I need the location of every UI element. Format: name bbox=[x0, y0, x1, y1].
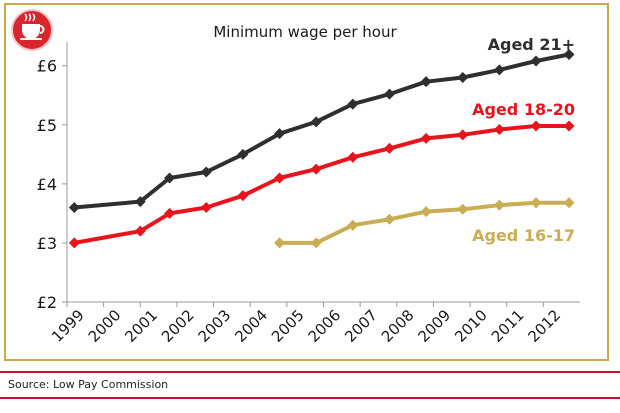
y-tick-label: £4 bbox=[37, 175, 57, 194]
source-rule-top bbox=[0, 371, 620, 373]
data-point-marker bbox=[493, 64, 505, 76]
y-tick-label: £2 bbox=[37, 293, 57, 312]
chart-title: Minimum wage per hour bbox=[213, 23, 397, 41]
coffee-cup-glyph bbox=[20, 13, 45, 40]
y-tick-label: £5 bbox=[37, 116, 57, 135]
data-point-marker bbox=[383, 142, 395, 154]
data-point-marker bbox=[457, 129, 469, 141]
data-point-marker bbox=[310, 116, 322, 128]
x-axis-ticks: 1999200020012002200320042005200620072008… bbox=[48, 302, 564, 346]
x-tick-label: 2010 bbox=[451, 306, 491, 346]
data-point-marker bbox=[164, 207, 176, 219]
line-chart: Minimum wage per hour £2£3£4£5£6 1999200… bbox=[37, 23, 580, 346]
data-point-marker bbox=[530, 197, 542, 209]
x-tick-label: 2007 bbox=[341, 306, 381, 346]
data-point-marker bbox=[134, 225, 146, 237]
y-tick-label: £3 bbox=[37, 234, 57, 253]
y-axis-ticks: £2 £3 £4 £5 £6 bbox=[37, 57, 67, 312]
data-point-marker bbox=[200, 166, 212, 178]
x-tick-label: 2006 bbox=[305, 306, 345, 346]
x-tick-label: 2001 bbox=[121, 306, 161, 346]
x-tick-label: 2003 bbox=[195, 306, 235, 346]
data-point-marker bbox=[563, 48, 575, 60]
x-tick-label: 2000 bbox=[85, 306, 125, 346]
series-2: Aged 18-20 bbox=[68, 100, 575, 249]
source-rule-bottom bbox=[0, 397, 620, 399]
data-point-marker bbox=[563, 120, 575, 132]
data-point-marker bbox=[347, 151, 359, 163]
data-point-marker bbox=[493, 199, 505, 211]
series-label: Aged 16-17 bbox=[472, 226, 575, 245]
coffee-cup-icon bbox=[11, 9, 53, 51]
data-point-marker bbox=[563, 197, 575, 209]
series-1: Aged 21+ bbox=[68, 35, 575, 213]
data-point-marker bbox=[237, 190, 249, 202]
x-tick-label: 2008 bbox=[378, 306, 418, 346]
data-point-marker bbox=[457, 203, 469, 215]
x-tick-label: 2002 bbox=[158, 306, 198, 346]
x-tick-label: 2011 bbox=[488, 306, 528, 346]
data-point-marker bbox=[134, 196, 146, 208]
x-tick-label: 2004 bbox=[231, 306, 271, 346]
data-point-marker bbox=[310, 163, 322, 175]
data-point-marker bbox=[310, 237, 322, 249]
data-point-marker bbox=[347, 98, 359, 110]
series-label: Aged 21+ bbox=[488, 35, 575, 54]
x-tick-label: 2005 bbox=[268, 306, 308, 346]
data-point-marker bbox=[493, 124, 505, 136]
data-point-marker bbox=[530, 55, 542, 67]
data-point-marker bbox=[274, 237, 286, 249]
data-point-marker bbox=[68, 201, 80, 213]
data-point-marker bbox=[347, 219, 359, 231]
series-3: Aged 16-17 bbox=[274, 197, 575, 249]
x-tick-label: 2012 bbox=[524, 306, 564, 346]
data-point-marker bbox=[274, 128, 286, 140]
x-tick-label: 2009 bbox=[415, 306, 455, 346]
chart-frame bbox=[4, 3, 609, 361]
data-point-marker bbox=[237, 148, 249, 160]
series-label: Aged 18-20 bbox=[472, 100, 575, 119]
data-point-marker bbox=[420, 76, 432, 88]
data-point-marker bbox=[457, 72, 469, 84]
x-tick-label: 1999 bbox=[48, 306, 88, 346]
data-point-marker bbox=[383, 88, 395, 100]
data-point-marker bbox=[164, 172, 176, 184]
data-point-marker bbox=[383, 213, 395, 225]
series-line bbox=[73, 124, 569, 245]
data-point-marker bbox=[530, 120, 542, 132]
series-layer: Aged 21+ Aged 18-20 Aged 16-17 bbox=[68, 35, 575, 249]
data-point-marker bbox=[68, 237, 80, 249]
data-point-marker bbox=[274, 172, 286, 184]
source-note: Source: Low Pay Commission bbox=[8, 378, 169, 391]
data-point-marker bbox=[420, 132, 432, 144]
data-point-marker bbox=[420, 206, 432, 218]
series-line bbox=[74, 52, 570, 210]
data-point-marker bbox=[200, 201, 212, 213]
y-tick-label: £6 bbox=[37, 57, 57, 76]
axes bbox=[66, 42, 580, 303]
